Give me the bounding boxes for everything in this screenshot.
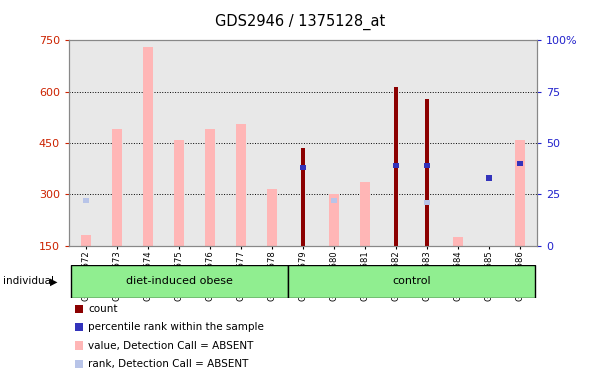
Bar <box>486 175 492 180</box>
Bar <box>267 189 277 246</box>
Text: control: control <box>392 276 431 286</box>
Bar <box>331 198 337 203</box>
Bar <box>394 86 398 246</box>
Bar <box>205 129 215 246</box>
Bar <box>83 198 89 203</box>
Bar <box>425 99 429 246</box>
Bar <box>81 235 91 246</box>
Bar <box>71 265 287 298</box>
Bar <box>301 148 305 246</box>
Text: diet-induced obese: diet-induced obese <box>125 276 232 286</box>
Bar <box>424 163 430 168</box>
Bar <box>453 237 463 246</box>
Bar <box>515 140 525 246</box>
Text: individual: individual <box>3 276 54 286</box>
Bar <box>143 47 153 246</box>
Bar <box>424 200 430 205</box>
Bar <box>287 265 535 298</box>
Bar <box>393 163 399 168</box>
Bar <box>236 124 246 246</box>
Text: rank, Detection Call = ABSENT: rank, Detection Call = ABSENT <box>88 359 248 369</box>
Text: value, Detection Call = ABSENT: value, Detection Call = ABSENT <box>88 341 254 351</box>
Text: count: count <box>88 304 118 314</box>
Bar <box>517 161 523 166</box>
Bar <box>329 194 339 246</box>
Text: percentile rank within the sample: percentile rank within the sample <box>88 322 264 332</box>
Bar <box>300 165 306 170</box>
Text: ▶: ▶ <box>50 276 58 286</box>
Bar <box>174 140 184 246</box>
Bar <box>360 182 370 246</box>
Bar <box>112 129 122 246</box>
Text: GDS2946 / 1375128_at: GDS2946 / 1375128_at <box>215 13 385 30</box>
